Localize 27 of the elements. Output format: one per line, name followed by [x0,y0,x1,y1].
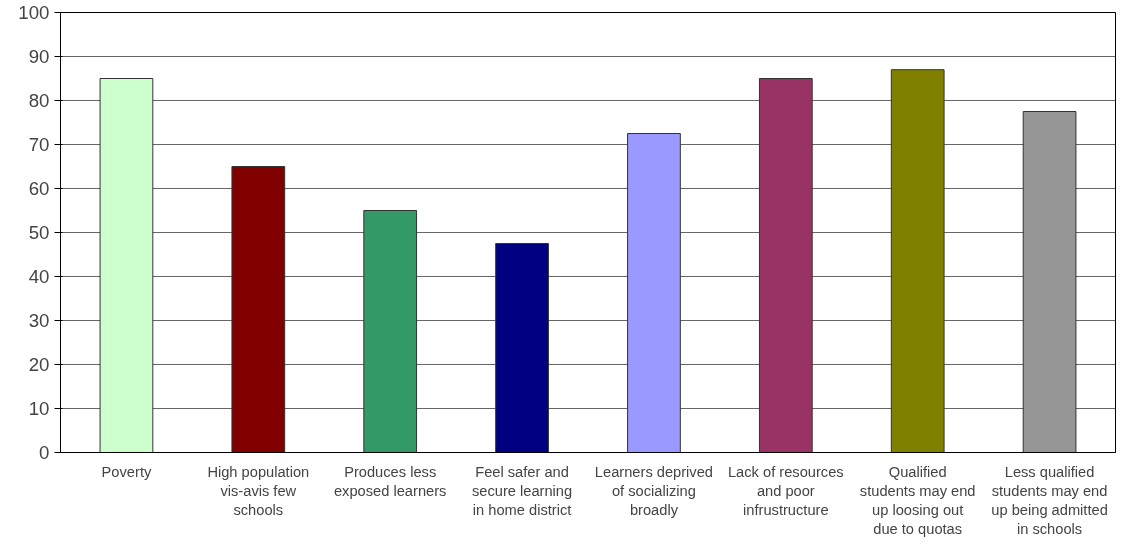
x-tick-label: Produces less exposed learners [333,463,447,499]
x-tick-label: Lack of resources and poor infrustructure [727,463,844,518]
bar [363,210,418,453]
x-tick-label: Less qualified students may end up being admitted in schools [991,463,1108,538]
y-tick-label: 90 [28,46,50,67]
x-tick-label: Learners deprived of socializing broadly [594,463,714,518]
x-tick-label: Feel safer and secure learning in home district [471,463,573,518]
bar [627,133,681,453]
y-tick-label: 70 [28,134,50,155]
bar [758,78,813,453]
x-tick-label: Poverty [101,463,152,480]
y-tick-label: 100 [18,2,50,23]
y-tick-label: 80 [28,90,50,111]
bar [1022,111,1077,453]
y-tick-label: 40 [28,266,50,287]
x-tick-label: High population vis-avis few schools [207,463,310,518]
x-tick-label: Qualified students may end up loosing out due to quotas [859,463,976,538]
y-tick-label: 0 [39,442,50,463]
y-tick-label: 60 [28,178,50,199]
y-tick-label: 20 [28,354,50,375]
bar [231,166,286,453]
bar [890,69,945,453]
bar [99,78,154,453]
y-tick-label: 50 [28,222,50,243]
y-tick-label: 30 [28,310,50,331]
bar [495,243,549,453]
y-tick-label: 10 [28,398,50,419]
